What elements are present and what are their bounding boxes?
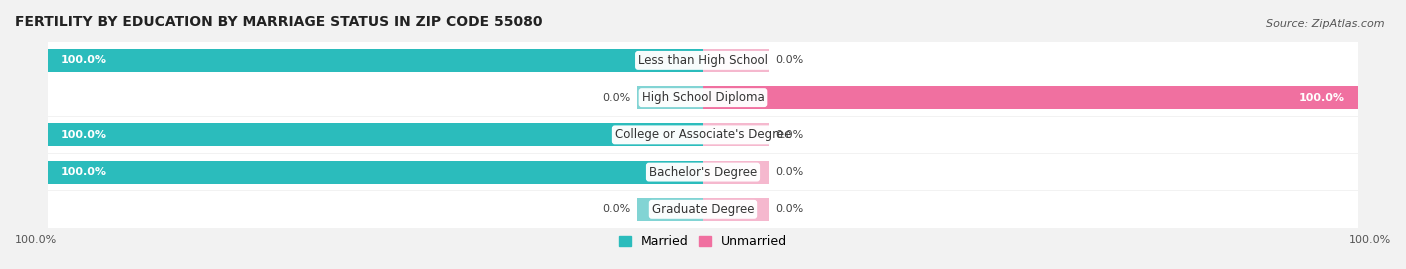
Text: FERTILITY BY EDUCATION BY MARRIAGE STATUS IN ZIP CODE 55080: FERTILITY BY EDUCATION BY MARRIAGE STATU… [15,15,543,29]
Bar [48,42,1358,79]
Bar [637,86,703,109]
Text: 100.0%: 100.0% [60,167,107,177]
Bar [48,161,703,184]
Text: 0.0%: 0.0% [775,167,803,177]
Text: 100.0%: 100.0% [60,55,107,65]
Bar [703,161,769,184]
Bar [48,154,1358,190]
Bar [48,49,703,72]
Text: 0.0%: 0.0% [775,130,803,140]
Text: 0.0%: 0.0% [603,93,631,103]
Bar [48,79,1358,116]
Text: High School Diploma: High School Diploma [641,91,765,104]
Text: 0.0%: 0.0% [775,204,803,214]
Text: 0.0%: 0.0% [775,55,803,65]
Text: 100.0%: 100.0% [15,235,58,245]
Text: 100.0%: 100.0% [1348,235,1391,245]
Text: 0.0%: 0.0% [603,204,631,214]
Bar [703,123,769,146]
Bar [703,198,769,221]
Text: College or Associate's Degree: College or Associate's Degree [614,128,792,141]
Text: Bachelor's Degree: Bachelor's Degree [650,166,756,179]
Legend: Married, Unmarried: Married, Unmarried [613,230,793,253]
Text: Source: ZipAtlas.com: Source: ZipAtlas.com [1267,19,1385,29]
Text: Graduate Degree: Graduate Degree [652,203,754,216]
Bar [703,86,1358,109]
Bar [637,198,703,221]
Bar [48,191,1358,228]
Bar [703,49,769,72]
Bar [48,123,703,146]
Text: 100.0%: 100.0% [1299,93,1346,103]
Text: Less than High School: Less than High School [638,54,768,67]
Bar [48,117,1358,153]
Text: 100.0%: 100.0% [60,130,107,140]
